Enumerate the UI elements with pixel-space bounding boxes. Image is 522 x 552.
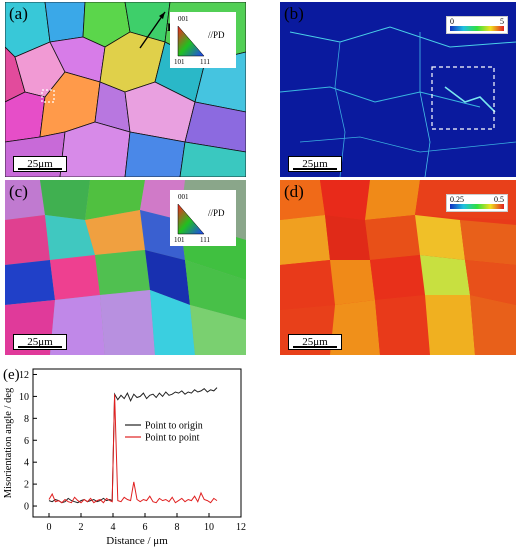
x-tick-label: 10 [204, 522, 214, 533]
region-marker [41, 89, 55, 103]
ipf-key-001: 001 [178, 193, 189, 201]
y-axis-label: Misorientation angle / deg [3, 387, 14, 498]
panel-a-ipf-map: (a) L1 001 //PD 101 111 25μm [5, 2, 246, 177]
scalebar-d: 25μm [288, 334, 342, 350]
ipf-legend-a: 001 //PD 101 111 [170, 12, 236, 68]
ipf-key-101: 101 [174, 58, 185, 66]
x-tick-label: 12 [236, 522, 246, 533]
panel-c-ipf-map: (c) 001 //PD 101 111 25μm [5, 180, 246, 355]
ipf-key-001: 001 [178, 15, 189, 23]
panel-a-label: (a) [9, 4, 28, 23]
y-tick-label: 8 [24, 414, 29, 425]
region-marker-b [431, 66, 495, 130]
series-line-1 [48, 387, 218, 504]
panel-e-label: (e) [3, 367, 20, 383]
y-tick-label: 2 [24, 480, 29, 491]
panel-d-map: (d) 0.25 0.5 25μm [280, 180, 516, 355]
x-axis-label: Distance / μm [106, 535, 168, 547]
colorbar-max: 0.5 [494, 195, 504, 204]
legend-label-1: Point to origin [145, 421, 203, 432]
ipf-key-pd: //PD [208, 30, 225, 40]
x-tick-label: 6 [143, 522, 148, 533]
scalebar-b: 25μm [288, 156, 342, 172]
misorientation-chart: 0 2 4 6 8 10 12 0 2 4 6 8 10 12 Distance / μm Misorient… [0, 365, 260, 552]
series-line-2 [48, 394, 218, 504]
x-tick-label: 8 [175, 522, 180, 533]
panel-d-label: (d) [284, 182, 304, 201]
legend-label-2: Point to point [145, 433, 200, 444]
x-tick-label: 0 [47, 522, 52, 533]
map-d-colorbar: 0.25 0.5 [446, 194, 508, 212]
scalebar-a: 25μm [13, 156, 67, 172]
y-tick-label: 10 [19, 392, 29, 403]
trace-line-l1 [139, 11, 166, 49]
ipf-key-pd: //PD [208, 208, 225, 218]
x-tick-label: 4 [111, 522, 116, 533]
colorbar-max: 5 [500, 17, 504, 26]
y-tick-label: 12 [19, 370, 29, 381]
colorbar-min: 0.25 [450, 195, 464, 204]
ipf-legend-c: 001 //PD 101 111 [170, 190, 236, 246]
scalebar-c: 25μm [13, 334, 67, 350]
panel-b-label: (b) [284, 4, 304, 23]
ipf-triangle-icon [177, 203, 205, 235]
chart-svg: 0 2 4 6 8 10 12 0 2 4 6 8 10 12 Distance / μm Misorient… [3, 368, 246, 547]
ipf-key-111: 111 [200, 236, 210, 244]
colorbar-min: 0 [450, 17, 454, 26]
panel-b-kam-map: (b) 0 5 25μm [280, 2, 516, 177]
ipf-key-101: 101 [174, 236, 185, 244]
y-tick-label: 0 [24, 502, 29, 513]
ipf-key-111: 111 [200, 58, 210, 66]
kam-colorbar: 0 5 [446, 16, 508, 34]
x-tick-label: 2 [79, 522, 84, 533]
y-tick-label: 4 [24, 458, 29, 469]
y-tick-label: 6 [24, 436, 29, 447]
ipf-triangle-icon [177, 25, 205, 57]
panel-c-label: (c) [9, 182, 28, 201]
plot-frame [32, 368, 242, 518]
